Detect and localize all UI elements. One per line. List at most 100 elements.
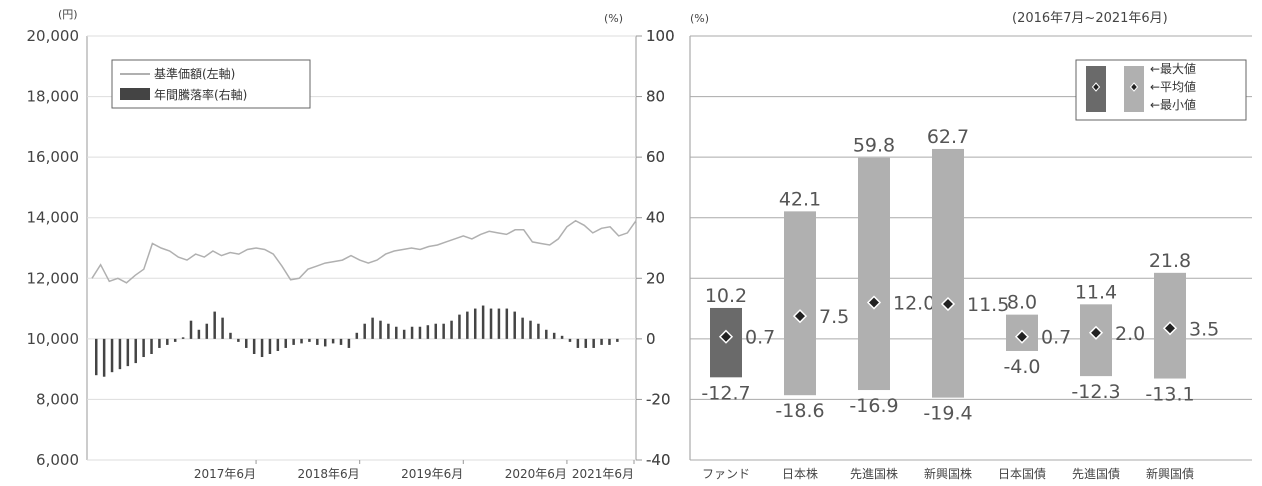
annual-return-bar [395, 326, 398, 339]
legend-bar-label: 年間騰落率(右軸) [154, 87, 247, 102]
annual-return-bar [197, 329, 201, 339]
annual-return-bar [284, 338, 287, 348]
legend-min-label: ←最小値 [1150, 97, 1196, 112]
range-y-tick-label: 0 [646, 330, 656, 348]
range-y-tick-label: 80 [646, 88, 665, 106]
right-y-tick-label: 0 [646, 330, 656, 348]
max-value-label: 42.1 [779, 188, 821, 210]
range-y-tick-label: 60 [646, 148, 665, 166]
right-unit-label: (%) [604, 12, 623, 25]
avg-marker-diamond-icon [1162, 321, 1178, 336]
annual-return-bar [229, 332, 232, 339]
annual-return-bar [473, 308, 477, 339]
annual-return-bar [560, 335, 564, 339]
range-y-tick-label: -40 [646, 451, 671, 469]
avg-value-label: 7.5 [819, 306, 849, 328]
legend-bar-swatch [120, 88, 150, 100]
annual-return-bar [355, 332, 359, 339]
annual-return-bar [592, 338, 595, 348]
left-unit-label: (円) [58, 8, 78, 21]
annual-return-bar [205, 323, 209, 339]
annual-return-bar [166, 338, 169, 345]
annual-return-bar [189, 320, 193, 339]
max-value-label: 11.4 [1075, 281, 1117, 303]
range-bar [858, 157, 890, 391]
left-y-tick-label: 16,000 [27, 148, 80, 166]
annual-return-bar [489, 308, 493, 339]
annual-return-bar [545, 329, 548, 339]
annual-return-bar [418, 326, 422, 339]
annual-return-bar [268, 338, 272, 354]
annual-return-bar [213, 311, 216, 339]
annual-return-bar [221, 317, 224, 339]
right-chart: -40 -20 0 20 40 60 80 100 (%) (2016年7月~2021年6月)… [646, 11, 1252, 481]
avg-value-label: 12.0 [893, 293, 935, 315]
max-value-label: 21.8 [1149, 250, 1191, 272]
range-bar [932, 148, 964, 398]
range-y-tick-label: 40 [646, 209, 665, 227]
min-value-label: -19.4 [923, 403, 972, 425]
category-label: 日本株 [782, 466, 818, 481]
left-y-tick-label: 6,000 [36, 451, 79, 469]
annual-return-bar [150, 338, 153, 354]
min-value-label: -12.3 [1071, 381, 1120, 403]
right-y-tick-label: 20 [646, 269, 665, 287]
avg-marker-diamond-icon [792, 309, 808, 324]
category-label: 新興国債 [1146, 466, 1194, 481]
avg-value-label: 0.7 [1041, 327, 1071, 349]
annual-return-bar [347, 338, 351, 348]
annual-return-bar [237, 338, 240, 342]
annual-return-bar [410, 326, 414, 339]
annual-return-bar [529, 320, 532, 339]
annual-return-bar [260, 338, 264, 358]
avg-value-label: 11.5 [967, 294, 1009, 316]
max-value-label: 59.8 [853, 135, 895, 157]
right-y-tick-label: -20 [646, 390, 671, 408]
annual-return-bar [426, 325, 430, 339]
legend-asset-diamond-icon [1129, 82, 1139, 92]
right-y-tick-label: 80 [646, 88, 665, 106]
range-y-tick-label: 100 [646, 27, 675, 45]
annual-return-bar [95, 338, 98, 376]
avg-marker-diamond-icon [1088, 325, 1104, 340]
annual-return-bar [434, 323, 438, 339]
annual-return-bar [584, 338, 588, 348]
annual-return-bar [513, 311, 516, 339]
annual-return-bar [331, 338, 335, 344]
annual-return-bar [450, 320, 453, 339]
annual-return-bar [300, 338, 303, 344]
legend-max-label: ←最大値 [1150, 61, 1196, 76]
annual-return-bar [505, 308, 509, 339]
annual-return-bar [537, 323, 540, 339]
annual-return-bar [521, 317, 524, 339]
x-tick-label: 2017年6月 [194, 467, 256, 481]
left-y-tick-label: 12,000 [27, 269, 80, 287]
left-legend: 基準価額(左軸) 年間騰落率(右軸) [111, 59, 311, 109]
range-unit-label: (%) [690, 12, 709, 25]
avg-value-label: 0.7 [745, 327, 775, 349]
annual-return-bar [576, 338, 580, 348]
left-y-tick-label: 20,000 [27, 27, 80, 45]
annual-return-bar [245, 338, 248, 348]
annual-return-bar [173, 338, 177, 342]
avg-value-label: 2.0 [1115, 323, 1145, 345]
min-value-label: -13.1 [1145, 384, 1194, 406]
annual-return-bar [402, 329, 406, 339]
avg-marker-diamond-icon [1014, 329, 1030, 344]
legend-fund-diamond-icon [1091, 82, 1101, 92]
annual-return-bar [181, 337, 185, 339]
annual-return-bar [308, 338, 311, 342]
annual-return-bar [371, 317, 374, 339]
min-value-label: -16.9 [849, 395, 898, 417]
annual-return-bar [102, 338, 106, 377]
right-y-tick-label: 60 [646, 148, 665, 166]
annual-return-bar [323, 338, 327, 347]
min-value-label: -12.7 [701, 382, 750, 404]
annual-return-bar [363, 323, 366, 339]
annual-return-bar [552, 332, 556, 339]
left-y-tick-label: 10,000 [27, 330, 80, 348]
avg-marker-diamond-icon [718, 329, 734, 344]
annual-return-bar [458, 314, 461, 339]
annual-return-bar [481, 305, 485, 339]
